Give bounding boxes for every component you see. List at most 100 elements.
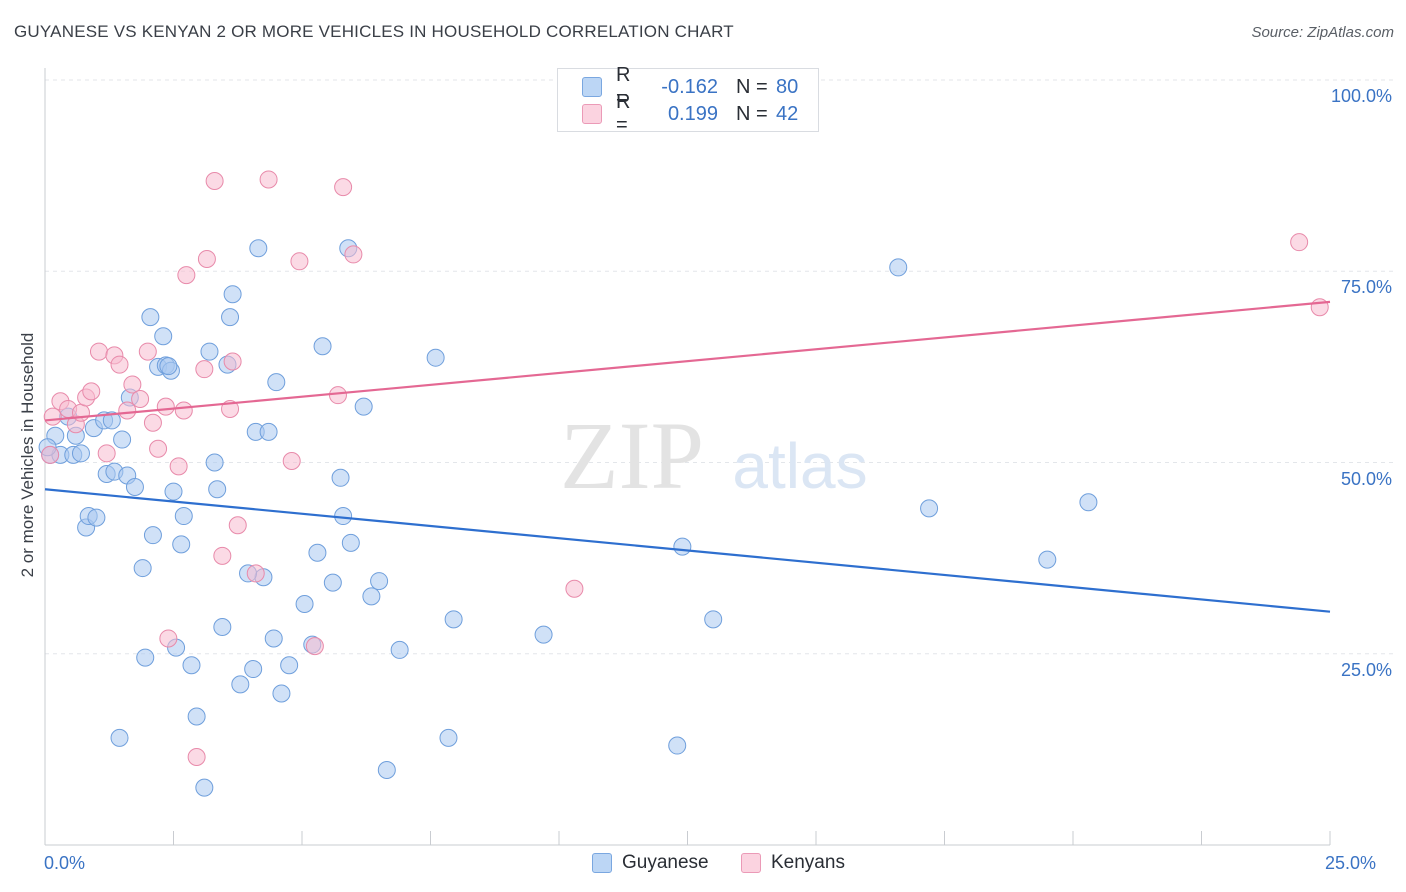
data-point xyxy=(704,610,723,629)
data-point xyxy=(331,468,350,487)
data-point xyxy=(295,595,314,614)
data-point xyxy=(172,535,191,554)
data-point xyxy=(136,648,155,667)
legend-row-kenyans: R = 0.199 N = 42 xyxy=(582,91,799,136)
data-point xyxy=(362,587,381,606)
data-point xyxy=(159,629,178,648)
y-tick-label: 75.0% xyxy=(1340,277,1392,298)
data-point xyxy=(123,375,142,394)
data-point xyxy=(341,533,360,552)
data-point xyxy=(673,537,692,556)
data-point xyxy=(305,637,324,656)
legend-item-guyanese: Guyanese xyxy=(592,852,709,874)
data-point xyxy=(110,355,129,374)
data-point xyxy=(174,507,193,526)
legend-n-value: 80 xyxy=(776,75,799,98)
data-point xyxy=(264,629,283,648)
data-point xyxy=(43,407,62,426)
data-point xyxy=(249,239,268,258)
y-tick-label: 25.0% xyxy=(1340,659,1392,680)
data-point xyxy=(246,564,265,583)
legend-swatch-kenyans xyxy=(741,853,761,873)
data-point xyxy=(41,445,60,464)
data-point xyxy=(118,401,137,420)
data-point xyxy=(213,546,232,565)
legend-swatch-guyanese xyxy=(582,77,602,97)
data-point xyxy=(231,675,250,694)
trend-line-kenyans xyxy=(44,300,1331,422)
kenyans-points xyxy=(41,170,1329,767)
data-point xyxy=(1290,233,1309,252)
legend-label-kenyans: Kenyans xyxy=(771,852,845,873)
data-point xyxy=(920,499,939,518)
data-point xyxy=(259,422,278,441)
data-point xyxy=(208,480,227,499)
data-point xyxy=(195,778,214,797)
data-point xyxy=(223,285,242,304)
data-point xyxy=(82,382,101,401)
guyanese-points xyxy=(38,239,1098,797)
legend-swatch-guyanese xyxy=(592,853,612,873)
x-tick-label-min: 0.0% xyxy=(44,853,86,873)
legend-n-label: N = xyxy=(736,75,768,98)
data-point xyxy=(71,444,90,463)
data-point xyxy=(308,543,327,562)
data-point xyxy=(205,171,224,190)
trend-lines xyxy=(44,300,1331,613)
watermark-zip: ZIP xyxy=(560,402,704,509)
y-tick-label: 100.0% xyxy=(1330,86,1392,106)
data-point xyxy=(182,656,201,675)
data-point xyxy=(313,337,332,356)
data-point xyxy=(328,386,347,405)
legend-r-label: R = xyxy=(616,91,631,136)
data-point xyxy=(195,360,214,379)
data-point xyxy=(280,656,299,675)
data-point xyxy=(565,579,584,598)
data-point xyxy=(143,413,162,432)
data-point xyxy=(89,342,108,361)
data-point xyxy=(290,252,309,271)
data-point xyxy=(1079,493,1098,512)
watermark-atlas: atlas xyxy=(732,430,867,502)
data-point xyxy=(668,736,687,755)
data-point xyxy=(323,573,342,592)
data-point xyxy=(244,660,263,679)
data-point xyxy=(221,308,240,327)
data-point xyxy=(267,373,286,392)
data-point xyxy=(334,178,353,197)
data-point xyxy=(444,610,463,629)
data-point xyxy=(143,526,162,545)
x-tick-label-max: 25.0% xyxy=(1325,853,1377,873)
data-point xyxy=(213,617,232,636)
legend-n-value: 42 xyxy=(776,102,799,125)
data-point xyxy=(102,411,121,430)
data-point xyxy=(110,728,129,747)
source-label: Source: ZipAtlas.com xyxy=(1251,24,1394,41)
data-point xyxy=(228,516,247,535)
data-point xyxy=(141,308,160,327)
data-point xyxy=(133,559,152,578)
legend-r-value: 0.199 xyxy=(667,102,718,125)
data-point xyxy=(223,352,242,371)
legend-r-value: -0.162 xyxy=(661,75,718,98)
data-point xyxy=(187,707,206,726)
legend-item-kenyans: Kenyans xyxy=(741,852,845,874)
legend-r-label: R = xyxy=(616,64,631,109)
data-point xyxy=(177,266,196,285)
data-point xyxy=(354,397,373,416)
data-point xyxy=(159,357,178,376)
data-point xyxy=(174,401,193,420)
data-point xyxy=(889,258,908,277)
legend-label-guyanese: Guyanese xyxy=(622,852,709,873)
correlation-legend: R = -0.162 N = 80 R = 0.199 N = 42 xyxy=(557,64,819,136)
data-point xyxy=(164,482,183,501)
data-point xyxy=(1038,550,1057,569)
watermark: ZIP atlas xyxy=(560,402,868,509)
data-point xyxy=(169,457,188,476)
data-point xyxy=(97,444,116,463)
data-point xyxy=(205,453,224,472)
data-point xyxy=(149,439,168,458)
data-point xyxy=(113,430,132,449)
data-point xyxy=(439,728,458,747)
